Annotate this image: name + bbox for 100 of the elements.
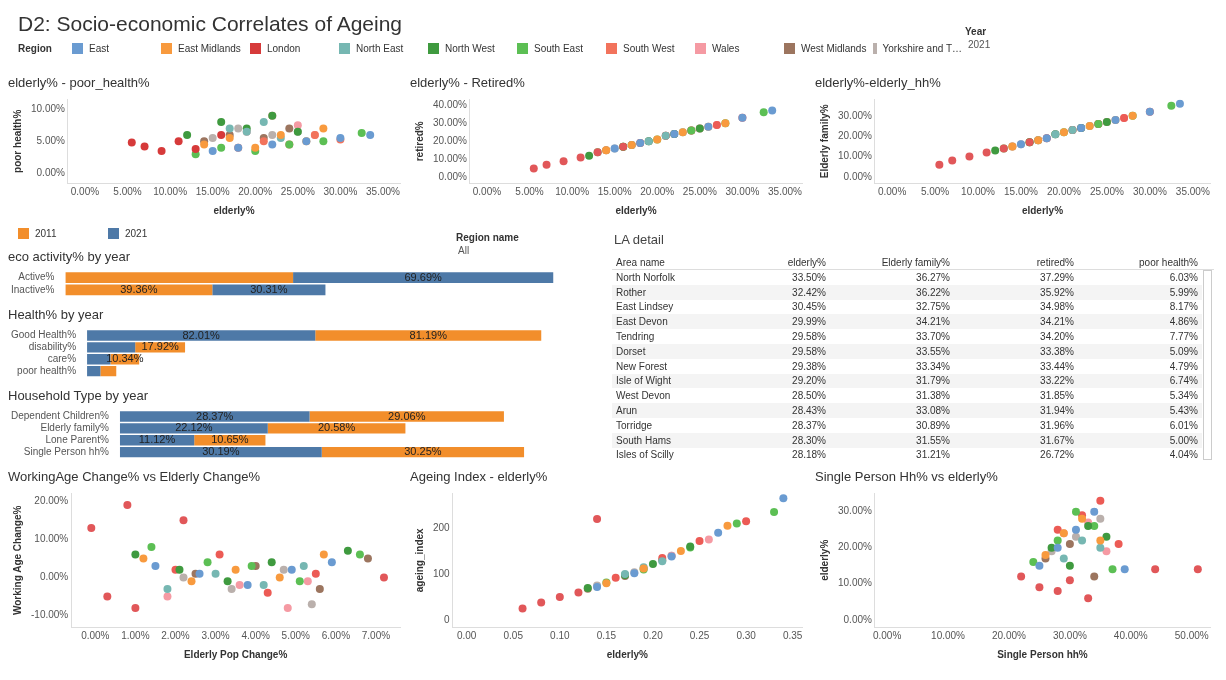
x-tick-label: 2.00% <box>161 629 190 641</box>
x-tick-label: 1.00% <box>121 629 150 641</box>
category-label: retired% <box>1035 256 1074 268</box>
x-tick-label: 7.00% <box>361 629 391 641</box>
data-label: 29.06% <box>388 409 426 422</box>
category-label: West Devon <box>616 390 671 402</box>
category-label: North Norfolk <box>616 271 675 283</box>
text: 6.74% <box>1169 375 1198 387</box>
legend-label: South West <box>622 43 676 54</box>
text: 31.79% <box>916 375 950 387</box>
x-tick-label: 0.00% <box>472 185 502 197</box>
data-label: 28.37% <box>196 409 234 422</box>
y-tick-label: Dependent Children% <box>11 410 109 422</box>
text: 33.08% <box>916 405 950 417</box>
x-tick-label: 10.00% <box>931 629 966 641</box>
x-tick-label: 5.00% <box>113 185 142 197</box>
category-label: Tendring <box>616 331 655 343</box>
x-tick-label: 0.25 <box>689 629 710 641</box>
y-tick-label: Single Person hh% <box>23 445 109 457</box>
category-label: Dorset <box>616 345 646 357</box>
legend-label: South East <box>533 43 584 54</box>
chart-title: Household Type by year <box>8 388 149 404</box>
text: Area name <box>615 256 666 268</box>
text: 29.58% <box>792 345 826 357</box>
x-tick-label: 30.00% <box>1132 185 1167 197</box>
text: 28.30% <box>792 434 826 446</box>
text: 5.00% <box>1169 434 1198 446</box>
x-axis-title: elderly% <box>606 648 649 660</box>
y-tick-label: 20.00% <box>432 135 468 147</box>
text: 30.89% <box>916 419 950 431</box>
y-tick-label: 10.00% <box>837 577 873 589</box>
x-tick-label: 35.00% <box>768 185 803 197</box>
y-tick-label: 10.00% <box>34 533 69 545</box>
y-tick-label: 0.00% <box>39 571 69 583</box>
x-tick-label: 15.00% <box>597 185 632 197</box>
x-tick-label: 0.20 <box>643 629 664 641</box>
data-label: 30.19% <box>202 445 240 458</box>
text: 29.99% <box>792 316 826 328</box>
text: 28.37% <box>792 419 826 431</box>
text: 28.18% <box>792 449 826 461</box>
y-tick-label: 30.00% <box>837 109 873 121</box>
x-tick-label: 15.00% <box>195 185 230 197</box>
category-label: Isles of Scilly <box>616 449 674 461</box>
category-label: New Forest <box>616 360 668 372</box>
text: 5.34% <box>1169 390 1198 402</box>
x-tick-label: 10.00% <box>555 185 590 197</box>
text: 26.72% <box>1040 449 1074 461</box>
y-tick-label: 200 <box>433 521 451 533</box>
text: 36.22% <box>916 286 950 298</box>
y-tick-label: Good Health% <box>10 329 77 341</box>
x-tick-label: 30.00% <box>725 185 760 197</box>
legend-label: Wales <box>711 43 741 54</box>
x-tick-label: 25.00% <box>280 185 315 197</box>
text: 28.50% <box>792 390 826 402</box>
x-tick-label: 10.00% <box>153 185 188 197</box>
text: 4.86% <box>1169 316 1198 328</box>
text: 34.20% <box>1040 331 1074 343</box>
text: 6.01% <box>1169 419 1198 431</box>
text: 33.34% <box>916 360 950 372</box>
text: 33.44% <box>1040 360 1074 372</box>
data-label: 17.92% <box>141 340 179 353</box>
text: All <box>458 245 470 256</box>
x-tick-label: 20.00% <box>238 185 273 197</box>
x-tick-label: 4.00% <box>241 629 270 641</box>
y-tick-label: 30.00% <box>432 116 468 128</box>
text: 31.55% <box>916 434 950 446</box>
x-tick-label: 35.00% <box>366 185 401 197</box>
y-tick-label: disability% <box>28 341 77 353</box>
text: 32.75% <box>916 301 950 313</box>
chart-title: WorkingAge Change% vs Elderly Change% <box>8 469 261 485</box>
x-tick-label: 5.00% <box>281 629 311 641</box>
category-label: poor health% <box>1138 256 1198 268</box>
data-label: 11.12% <box>138 433 176 446</box>
y-tick-label: 0 <box>444 613 451 625</box>
legend-label: 2011 <box>34 228 58 239</box>
y-tick-label: 0.00% <box>36 167 66 179</box>
legend-label: West Midlands <box>800 43 868 54</box>
data-label: 69.69% <box>404 270 443 283</box>
x-tick-label: 0.00% <box>872 629 902 641</box>
chart-title: Single Person Hh% vs elderly% <box>815 469 999 485</box>
x-tick-label: 0.05 <box>503 629 524 641</box>
y-tick-label: Active% <box>18 271 55 283</box>
text: 31.67% <box>1040 434 1074 446</box>
y-tick-label: 30.00% <box>837 505 873 517</box>
text: 33.50% <box>792 271 826 283</box>
x-tick-label: 5.00% <box>515 185 544 197</box>
text: 8.17% <box>1169 301 1198 313</box>
y-tick-label: 20.00% <box>34 494 69 506</box>
text: 34.98% <box>1040 301 1074 313</box>
x-tick-label: 15.00% <box>1004 185 1039 197</box>
category-label: East Devon <box>616 316 668 328</box>
data-label: 30.31% <box>250 282 288 295</box>
text: 31.85% <box>1040 390 1074 402</box>
text: 33.55% <box>916 345 950 357</box>
y-tick-label: 20.00% <box>837 129 873 141</box>
x-axis-title: elderly% <box>1021 204 1064 216</box>
y-tick-label: 0.00% <box>843 613 873 625</box>
y-axis-title: retired% <box>413 121 425 162</box>
category-label: Torridge <box>616 419 653 431</box>
x-tick-label: 25.00% <box>1089 185 1124 197</box>
